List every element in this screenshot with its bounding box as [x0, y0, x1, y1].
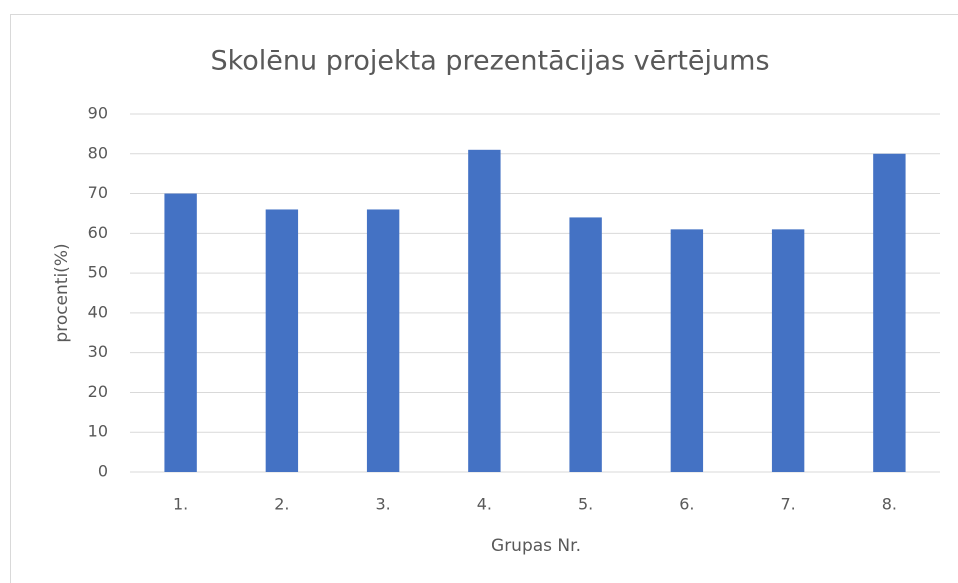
- bar: [366, 209, 400, 472]
- y-tick-label: 20: [88, 382, 108, 401]
- y-tick-label: 60: [88, 223, 108, 242]
- y-tick-label: 30: [88, 342, 108, 361]
- x-tick-label: 6.: [679, 495, 694, 514]
- x-tick-label: 1.: [173, 495, 188, 514]
- x-tick-label: 8.: [882, 495, 897, 514]
- bar: [164, 193, 197, 473]
- y-tick-label: 10: [88, 422, 108, 441]
- x-tick-label: 4.: [477, 495, 492, 514]
- bar: [468, 149, 501, 473]
- bar: [873, 153, 906, 472]
- x-tick-label: 2.: [274, 495, 289, 514]
- chart-title: Skolēnu projekta prezentācijas vērtējums: [210, 46, 769, 77]
- y-tick-label: 40: [88, 302, 108, 321]
- y-tick-label: 70: [88, 183, 108, 202]
- bar: [771, 229, 805, 472]
- x-tick-label: 3.: [375, 495, 390, 514]
- x-tick-label: 7.: [780, 495, 795, 514]
- y-tick-label: 0: [98, 462, 108, 481]
- bar: [265, 209, 299, 472]
- y-axis-label: procenti(%): [52, 243, 72, 342]
- y-tick-label: 90: [88, 104, 108, 123]
- bar: [670, 229, 704, 472]
- bar: [569, 217, 602, 472]
- x-tick-label: 5.: [578, 495, 593, 514]
- x-axis-label: Grupas Nr.: [491, 536, 581, 556]
- y-tick-label: 50: [88, 263, 108, 282]
- y-tick-label: 80: [88, 143, 108, 162]
